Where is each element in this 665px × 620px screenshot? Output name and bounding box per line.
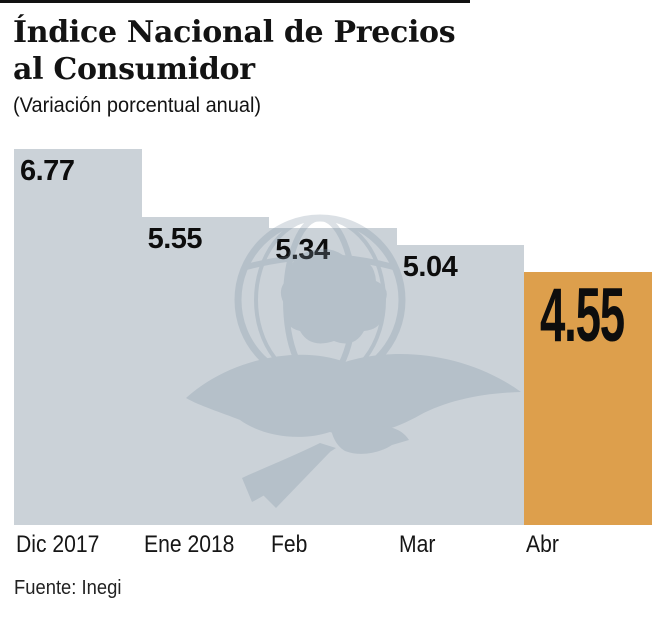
chart-header: Índice Nacional de Precios al Consumidor… bbox=[13, 14, 633, 118]
bar-value-label-dic-2017: 6.77 bbox=[20, 155, 75, 187]
bar-value-label-feb: 5.34 bbox=[275, 234, 330, 267]
bar-ene-2018: 5.55 bbox=[141, 216, 270, 525]
x-axis-label-abr: Abr bbox=[526, 531, 560, 558]
x-axis-label-feb: Feb bbox=[271, 531, 308, 558]
bar-value-label-abr: 4.55 bbox=[540, 273, 625, 359]
x-axis: Dic 2017 Ene 2018 Feb Mar Abr bbox=[14, 531, 652, 559]
bar-abr: 4.55 bbox=[524, 272, 652, 525]
title-line-1: Índice Nacional de Precios bbox=[13, 15, 456, 50]
source-note: Fuente: Inegi bbox=[14, 577, 122, 599]
x-axis-label-dic-2017: Dic 2017 bbox=[16, 531, 100, 558]
page-title: Índice Nacional de Precios al Consumidor bbox=[13, 14, 633, 88]
top-rule bbox=[0, 0, 470, 3]
bar-chart: 6.77 5.55 5.34 5.04 4.55 bbox=[14, 149, 652, 525]
title-line-2: al Consumidor bbox=[13, 52, 255, 87]
bar-feb: 5.34 bbox=[269, 228, 397, 525]
x-axis-label-mar: Mar bbox=[398, 531, 436, 558]
bar-mar: 5.04 bbox=[396, 245, 525, 525]
chart-subtitle: (Variación porcentual anual) bbox=[13, 94, 262, 117]
bar-value-label-mar: 5.04 bbox=[402, 251, 458, 284]
bar-value-label-ene-2018: 5.55 bbox=[147, 222, 203, 255]
x-axis-label-ene-2018: Ene 2018 bbox=[143, 531, 235, 558]
bar-dic-2017: 6.77 bbox=[14, 149, 142, 525]
